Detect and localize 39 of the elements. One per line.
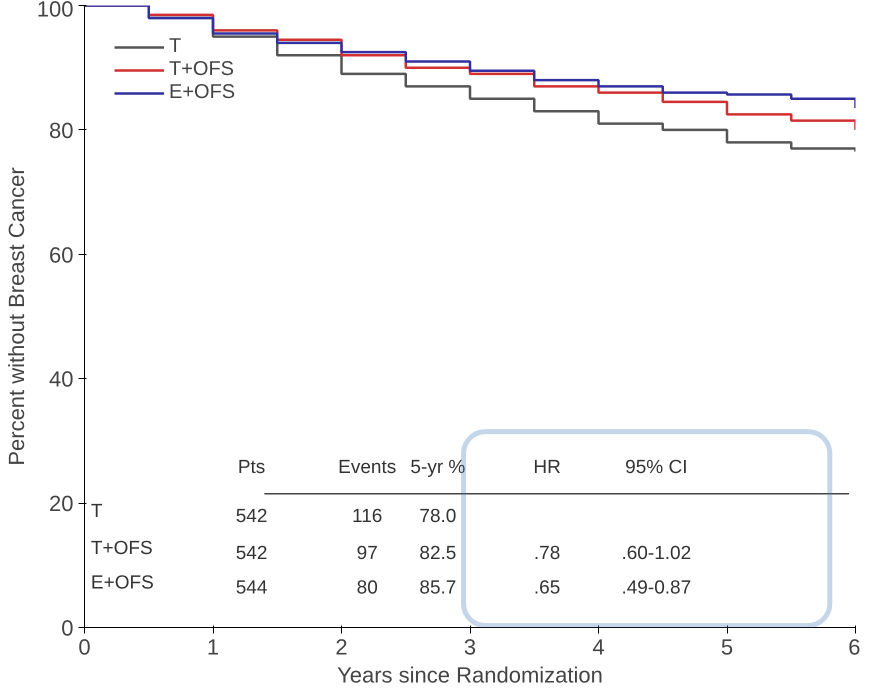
annotation: .60-1.02 <box>621 543 692 564</box>
annotation: T <box>90 500 103 522</box>
annotation: 544 <box>236 577 268 598</box>
y-tick-label: 0 <box>61 616 74 640</box>
y-tick-label: 20 <box>49 491 74 516</box>
y-tick-label: 40 <box>49 366 74 392</box>
legend-label: T+OFS <box>169 58 234 81</box>
y-tick-label: 80 <box>49 118 74 143</box>
annotation: 97 <box>356 543 378 564</box>
annotation: 80 <box>356 577 378 598</box>
annotation: .78 <box>534 543 560 564</box>
annotation: 85.7 <box>419 577 456 598</box>
annotation: Events <box>338 457 396 478</box>
annotation: .65 <box>534 577 560 598</box>
annotation: 5-yr % <box>410 457 466 478</box>
x-tick-label: 0 <box>78 634 91 660</box>
annotation: 542 <box>236 506 268 527</box>
x-tick-label: 5 <box>720 634 734 660</box>
annotation: E+OFS <box>90 572 154 594</box>
annotation: 82.5 <box>419 543 456 564</box>
annotation: 95% CI <box>625 457 688 478</box>
annotation: Pts <box>238 457 266 478</box>
legend-label: E+OFS <box>169 81 236 104</box>
annotation: T+OFS <box>90 538 153 560</box>
annotation: 542 <box>236 543 268 564</box>
y-tick-label: 60 <box>49 242 74 268</box>
annotation: .49-0.87 <box>621 577 692 598</box>
legend-label: T <box>169 35 182 58</box>
annotation: 116 <box>352 506 382 527</box>
x-tick-label: 3 <box>464 634 476 660</box>
x-axis-title: Years since Randomization <box>337 662 603 688</box>
y-axis-title: Percent without Breast Cancer <box>4 167 29 466</box>
x-tick-label: 4 <box>592 634 605 660</box>
annotation: HR <box>533 457 561 478</box>
x-tick-label: 2 <box>335 634 348 660</box>
x-tick-label: 1 <box>206 634 220 660</box>
annotation: 78.0 <box>419 506 456 527</box>
x-tick-label: 6 <box>848 634 861 660</box>
y-tick-label: 100 <box>36 0 74 22</box>
